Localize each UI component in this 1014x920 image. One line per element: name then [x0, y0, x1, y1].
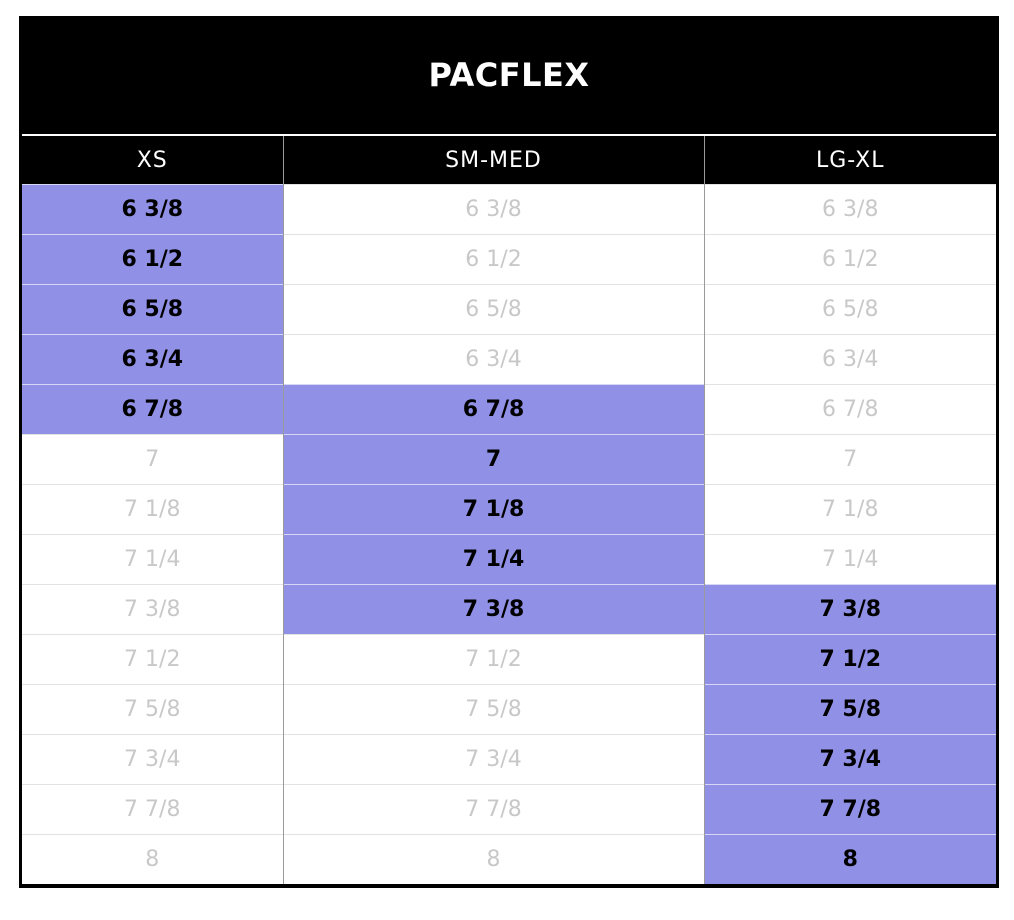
table-row: 6 3/4 6 3/4 6 3/4	[22, 334, 996, 385]
column-header-sm-med: SM-MED	[282, 134, 704, 185]
size-cell-lg-xl: 6 7/8	[703, 384, 996, 435]
size-cell-sm-med: 7 3/8	[282, 584, 704, 635]
size-cell-xs: 6 3/4	[22, 334, 283, 385]
size-cell-lg-xl: 8	[703, 834, 996, 884]
size-cell-sm-med: 8	[282, 834, 704, 884]
size-cell-lg-xl: 7 3/8	[703, 584, 996, 635]
size-cell-xs: 7 5/8	[22, 684, 283, 735]
size-cell-xs: 7 7/8	[22, 784, 283, 835]
size-cell-lg-xl: 7 3/4	[703, 734, 996, 785]
size-cell-xs: 7	[22, 434, 283, 485]
table-row: 7 3/8 7 3/8 7 3/8	[22, 584, 996, 635]
table-row: 6 1/2 6 1/2 6 1/2	[22, 234, 996, 285]
size-cell-lg-xl: 6 5/8	[703, 284, 996, 335]
table-row: 6 3/8 6 3/8 6 3/8	[22, 184, 996, 235]
size-cell-lg-xl: 7 1/8	[703, 484, 996, 535]
size-cell-sm-med: 6 3/8	[282, 184, 704, 235]
size-cell-sm-med: 7 7/8	[282, 784, 704, 835]
size-cell-xs: 6 1/2	[22, 234, 283, 285]
size-cell-sm-med: 7 5/8	[282, 684, 704, 735]
size-cell-sm-med: 7	[282, 434, 704, 485]
size-cell-sm-med: 7 3/4	[282, 734, 704, 785]
size-cell-xs: 7 3/8	[22, 584, 283, 635]
size-cell-sm-med: 6 7/8	[282, 384, 704, 435]
size-cell-xs: 8	[22, 834, 283, 884]
header-row: XS SM-MED LG-XL	[22, 134, 996, 185]
table-row: 6 7/8 6 7/8 6 7/8	[22, 384, 996, 435]
size-cell-sm-med: 7 1/8	[282, 484, 704, 535]
size-cell-lg-xl: 7	[703, 434, 996, 485]
size-cell-lg-xl: 6 3/8	[703, 184, 996, 235]
size-cell-xs: 6 3/8	[22, 184, 283, 235]
size-cell-lg-xl: 6 3/4	[703, 334, 996, 385]
size-cell-xs: 7 1/2	[22, 634, 283, 685]
size-cell-xs: 6 7/8	[22, 384, 283, 435]
size-cell-lg-xl: 6 1/2	[703, 234, 996, 285]
size-cell-sm-med: 6 5/8	[282, 284, 704, 335]
size-cell-xs: 7 3/4	[22, 734, 283, 785]
size-cell-sm-med: 6 1/2	[282, 234, 704, 285]
size-cell-xs: 6 5/8	[22, 284, 283, 335]
size-cell-sm-med: 7 1/2	[282, 634, 704, 685]
table-row: 7 7/8 7 7/8 7 7/8	[22, 784, 996, 835]
size-cell-xs: 7 1/4	[22, 534, 283, 585]
size-cell-sm-med: 7 1/4	[282, 534, 704, 585]
column-header-xs: XS	[22, 134, 283, 185]
table-row: 7 1/8 7 1/8 7 1/8	[22, 484, 996, 535]
column-header-lg-xl: LG-XL	[703, 134, 996, 185]
table-body: 6 3/8 6 3/8 6 3/8 6 1/2 6 1/2 6 1/2 6 5/8 6 5/8…	[22, 184, 996, 884]
size-cell-lg-xl: 7 1/4	[703, 534, 996, 585]
size-cell-lg-xl: 7 1/2	[703, 634, 996, 685]
size-cell-lg-xl: 7 5/8	[703, 684, 996, 735]
size-table: XS SM-MED LG-XL 6 3/8 6 3/8 6 3/8 6 1/2 6 1/…	[22, 134, 996, 884]
table-row: 7 1/4 7 1/4 7 1/4	[22, 534, 996, 585]
size-chart: PACFLEX XS SM-MED LG-XL 6 3/8 6 3/8 6 3/8 6…	[19, 16, 999, 888]
table-row: 7 3/4 7 3/4 7 3/4	[22, 734, 996, 785]
chart-title: PACFLEX	[428, 56, 590, 94]
table-row: 6 5/8 6 5/8 6 5/8	[22, 284, 996, 335]
table-row: 7 1/2 7 1/2 7 1/2	[22, 634, 996, 685]
size-cell-sm-med: 6 3/4	[282, 334, 704, 385]
table-row: 7 5/8 7 5/8 7 5/8	[22, 684, 996, 735]
size-cell-xs: 7 1/8	[22, 484, 283, 535]
size-cell-lg-xl: 7 7/8	[703, 784, 996, 835]
